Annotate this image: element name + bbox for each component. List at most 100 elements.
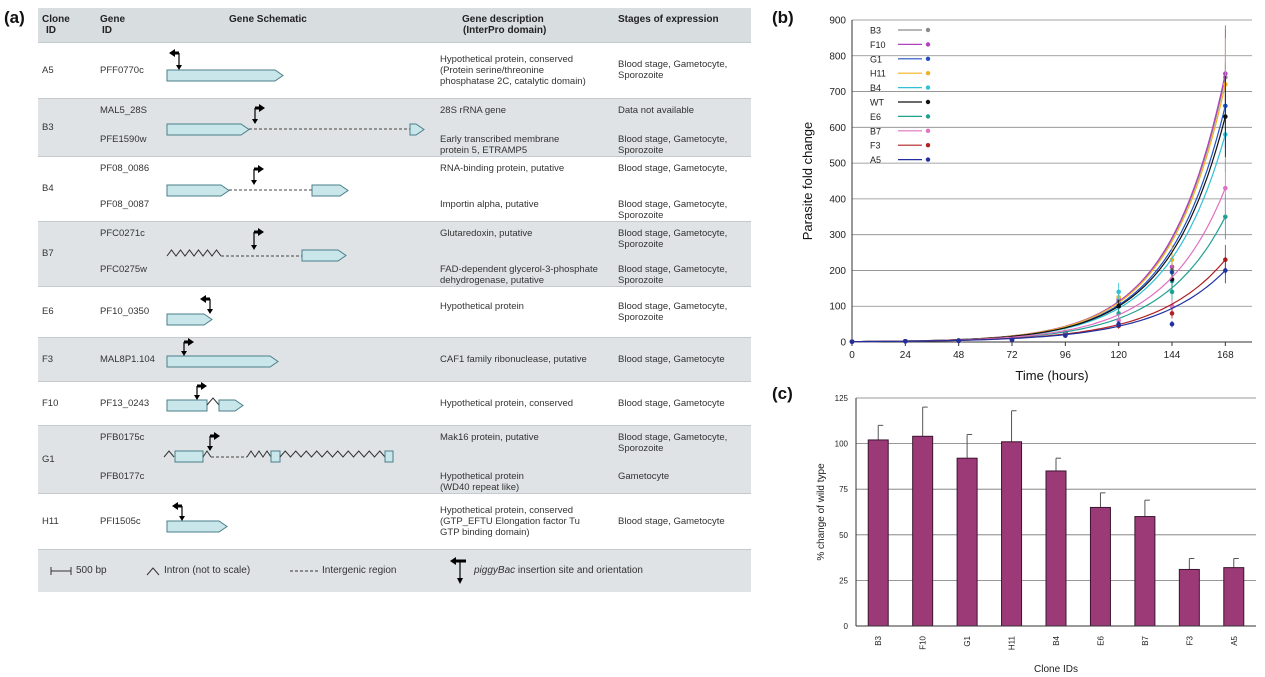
- gene-id: PFI1505c: [100, 515, 141, 527]
- x-tick-label: 96: [1060, 350, 1072, 361]
- legend-label: A5: [870, 155, 881, 165]
- gene-pf13-0243-exon2: [218, 399, 244, 412]
- scale-bar-icon: [50, 567, 72, 575]
- gene-description: Hypothetical protein: [440, 300, 524, 312]
- gene-description: Hypothetical protein, conserved: [440, 397, 574, 409]
- legend-marker: [925, 157, 931, 162]
- legend-marker: [925, 99, 931, 105]
- gene-pff0770c: [166, 69, 284, 82]
- data-point: [1116, 318, 1121, 323]
- expression-stage: Blood stage, Gametocyte: [618, 397, 725, 409]
- gene-id: PFB0177c: [100, 471, 145, 482]
- gene-pfi1505c: [166, 520, 228, 533]
- y-axis-label: Parasite fold change: [800, 122, 815, 241]
- x-tick-label: F3: [1185, 635, 1194, 645]
- y-tick-label: 200: [829, 266, 846, 277]
- expression-stage: Blood stage, Gametocyte, Sporozoite: [618, 432, 728, 454]
- data-point: [956, 338, 961, 344]
- bar: [867, 439, 889, 627]
- x-tick-label: 144: [1164, 350, 1181, 361]
- series-line: [852, 73, 1226, 343]
- clone-id: G1: [42, 453, 55, 465]
- gene-description: FAD-dependent glycerol-3-phosphate dehydr…: [440, 264, 598, 286]
- table-row: F3 MAL8P1.104 CAF1 family ribonuclease, pu…: [38, 337, 751, 381]
- legend-marker: [925, 27, 931, 33]
- gene-pf10-0350: [166, 313, 213, 326]
- x-tick-label: 0: [849, 350, 855, 361]
- x-tick-label: H11: [1008, 635, 1017, 650]
- gene-description: 28S rRNA gene: [440, 105, 507, 116]
- legend-label: B4: [870, 83, 881, 93]
- gene-id: PFC0275w: [100, 264, 147, 275]
- legend-marker: [925, 143, 931, 148]
- piggybac-insertion-icon: [169, 49, 182, 70]
- clone-id: A5: [42, 64, 54, 76]
- expression-stage: Gametocyte: [618, 471, 670, 482]
- legend-marker: [925, 85, 931, 90]
- clone-id: F10: [42, 397, 59, 409]
- legend-label: F3: [870, 141, 881, 151]
- data-point: [1116, 321, 1121, 327]
- series-line: [852, 269, 1226, 343]
- legend-intron: Intron (not to scale): [164, 565, 251, 576]
- intron-line: [202, 450, 212, 458]
- intron-line: [163, 450, 175, 458]
- gene-schematic: [166, 338, 279, 368]
- piggybac-insertion-icon: [181, 338, 194, 356]
- header-clone-line1: Clone: [42, 14, 70, 25]
- x-tick-label: 72: [1006, 350, 1018, 361]
- y-tick-label: 500: [829, 159, 846, 170]
- y-tick-label: 100: [835, 440, 849, 449]
- series-line: [852, 134, 1226, 343]
- data-point: [1009, 337, 1015, 343]
- gene-pf13-0243-exon1: [166, 399, 208, 412]
- panel-c-label: (c): [772, 384, 793, 403]
- y-tick-label: 100: [829, 302, 846, 313]
- gene-id: PFE1590w: [100, 134, 147, 145]
- clone-id: B3: [42, 121, 54, 133]
- expression-stage: Blood stage, Gametocyte, Sporozoite: [618, 134, 728, 156]
- y-tick-label: 125: [835, 394, 849, 403]
- gene-schematic: [166, 228, 347, 262]
- x-tick-label: B3: [874, 635, 883, 645]
- gene-id: PF08_0086: [100, 163, 150, 174]
- bar: [1001, 441, 1023, 627]
- table-row: F10 PF13_0243 Hypothetical protein, conser…: [38, 381, 751, 425]
- expression-stage: Blood stage, Gametocyte, Sporozoite: [618, 199, 728, 221]
- piggybac-insertion-icon: [251, 165, 264, 185]
- data-point: [1169, 289, 1175, 295]
- legend-label: H11: [870, 69, 886, 79]
- y-tick-label: 0: [840, 338, 846, 349]
- gene-description: Hypothetical protein, conserved (Protein …: [440, 53, 586, 87]
- percent-bar-chart: 0 25 50 75 100 125 B3 F10 G1 H11 B4 E6 B7 F3 A5 Clone I…: [816, 394, 1256, 675]
- bar: [912, 435, 934, 627]
- intergenic-icon: [290, 570, 320, 572]
- legend-insertion-italic: piggyBac: [474, 565, 516, 576]
- header-stages: Stages of expression: [618, 14, 719, 25]
- legend-label: G1: [870, 54, 882, 64]
- x-tick-label: 48: [953, 350, 965, 361]
- header-description-line2: (InterPro domain): [463, 25, 547, 36]
- data-point: [1223, 214, 1228, 220]
- piggybac-insertion-icon: [200, 295, 213, 314]
- gene-description: Hypothetical protein, conserved (GTP_EFTU…: [440, 504, 580, 538]
- piggybac-insertion-icon: [252, 104, 265, 124]
- data-point: [1223, 268, 1228, 273]
- table-row: G1 PFB0175c Mak16 protein, putative Blood s…: [38, 425, 751, 493]
- y-tick-label: 400: [829, 194, 846, 205]
- gene-schematic: [166, 165, 349, 197]
- table-row: A5 PFF0770c Hypothetical protein, conserve…: [38, 42, 751, 98]
- x-axis-label: Time (hours): [1015, 368, 1088, 383]
- data-point: [1169, 311, 1175, 316]
- gene-id: MAL5_28S: [100, 105, 148, 116]
- gene-schematic: [166, 502, 228, 533]
- data-point: [1169, 321, 1175, 327]
- gene-pfe1590w: [409, 123, 425, 136]
- series-line: [852, 84, 1226, 343]
- gene-id: PF08_0087: [100, 199, 150, 210]
- legend-scale: 500 bp: [76, 565, 107, 576]
- gene-table: Clone ID Gene ID Gene Schematic Gene des…: [38, 8, 751, 592]
- header-clone-line2: ID: [46, 25, 56, 36]
- expression-stage: Blood stage, Gametocyte,: [618, 163, 728, 174]
- intron-line: [166, 249, 222, 257]
